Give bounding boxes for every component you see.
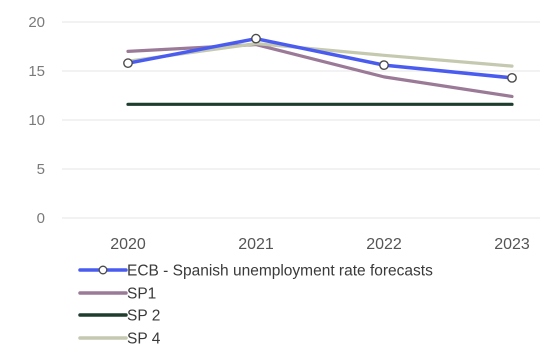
series-line-0 xyxy=(126,36,514,80)
x-tick-label: 2021 xyxy=(238,236,274,253)
y-tick-label: 5 xyxy=(37,161,45,178)
y-tick-label: 0 xyxy=(37,210,45,227)
legend-item-2: SP 2 xyxy=(78,308,160,325)
data-point-0-2 xyxy=(379,60,389,71)
legend-label-0: ECB - Spanish unemployment rate forecast… xyxy=(127,263,433,280)
legend-label-1: SP1 xyxy=(127,286,156,303)
y-tick-label: 10 xyxy=(28,112,45,129)
legend: ECB - Spanish unemployment rate forecast… xyxy=(78,263,433,348)
legend-item-0: ECB - Spanish unemployment rate forecast… xyxy=(78,263,433,280)
x-axis-ticks: 2020 2021 2022 2023 xyxy=(110,236,530,253)
series-lines xyxy=(126,36,514,106)
legend-label-2: SP 2 xyxy=(127,308,160,325)
x-tick-label: 2020 xyxy=(110,236,146,253)
y-tick-label: 15 xyxy=(28,63,45,80)
y-tick-label: 20 xyxy=(28,14,45,31)
legend-marker-0 xyxy=(98,265,108,275)
x-tick-label: 2022 xyxy=(366,236,402,253)
data-point-0-1 xyxy=(251,33,261,44)
data-point-0-3 xyxy=(507,72,517,83)
legend-item-3: SP 4 xyxy=(78,331,161,348)
series-markers xyxy=(123,33,517,83)
series-line-1 xyxy=(126,42,514,99)
y-axis-ticks: 0 5 10 15 20 xyxy=(28,14,45,227)
data-point-0-0 xyxy=(123,58,133,69)
legend-label-3: SP 4 xyxy=(127,331,161,348)
legend-item-1: SP1 xyxy=(78,286,156,303)
x-tick-label: 2023 xyxy=(494,236,530,253)
